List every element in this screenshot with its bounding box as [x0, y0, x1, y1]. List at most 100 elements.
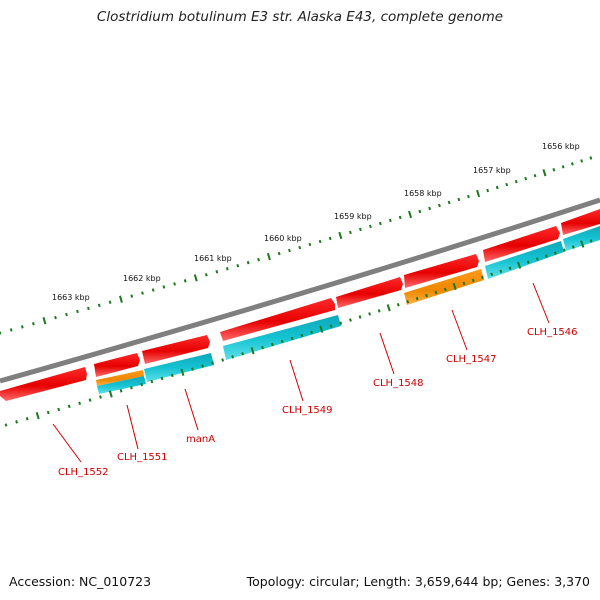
minor-tick	[99, 395, 102, 399]
major-tick	[452, 282, 457, 291]
minor-tick	[486, 188, 490, 193]
scale-label: 1660 kbp	[264, 234, 302, 243]
minor-tick	[257, 257, 260, 262]
gene-label-clh1551: CLH_1551	[117, 452, 168, 463]
scale-label: 1658 kbp	[404, 189, 442, 198]
minor-tick	[221, 358, 225, 362]
minor-tick	[406, 299, 410, 304]
minor-tick	[318, 239, 322, 244]
minor-tick	[88, 398, 92, 402]
minor-tick	[141, 291, 144, 295]
minor-tick	[277, 251, 281, 256]
minor-tick	[25, 417, 29, 421]
minor-tick	[428, 206, 432, 211]
major-tick	[250, 347, 255, 355]
gene-next-arrow	[561, 209, 600, 235]
minor-tick	[589, 239, 593, 243]
minor-tick	[359, 227, 362, 232]
major-tick	[35, 412, 40, 420]
gene-clh1549-arrow	[220, 298, 335, 341]
minor-tick	[46, 410, 50, 415]
minor-tick	[329, 324, 333, 328]
accession-text: Accession: NC_010723	[9, 574, 152, 589]
minor-tick	[310, 330, 314, 335]
minor-tick	[300, 333, 304, 338]
minor-tick	[9, 328, 13, 332]
major-tick	[542, 169, 547, 177]
minor-tick	[438, 203, 441, 208]
minor-tick	[499, 269, 503, 274]
minor-tick	[524, 176, 528, 181]
minor-tick	[261, 345, 264, 350]
minor-tick	[290, 336, 294, 341]
minor-tick	[151, 288, 155, 292]
gene-labels: CLH_1552 CLH_1551 manA CLH_1549 CLH_1548…	[58, 327, 578, 478]
minor-tick	[65, 312, 68, 317]
minor-tick	[562, 248, 566, 252]
major-tick	[408, 210, 413, 219]
minor-tick	[173, 282, 176, 286]
minor-tick	[4, 423, 8, 427]
minor-tick	[571, 245, 575, 249]
minor-tick	[505, 182, 509, 187]
map-title: Clostridium botulinum E3 str. Alaska E43…	[96, 9, 504, 25]
minor-tick	[553, 251, 557, 255]
gene-clh1548-arrow	[336, 277, 403, 308]
minor-tick	[447, 200, 451, 205]
minor-tick	[580, 159, 584, 163]
minor-tick	[349, 230, 352, 235]
minor-tick	[425, 293, 428, 298]
minor-tick	[526, 260, 530, 264]
forward-strand-genes	[0, 209, 600, 401]
minor-tick	[183, 279, 187, 283]
gene-clh1547-arrow	[404, 254, 479, 288]
gene-label-clh1547: CLH_1547	[446, 354, 497, 365]
major-tick	[108, 390, 113, 398]
minor-tick	[191, 367, 194, 371]
leader-clh1549	[289, 359, 304, 402]
minor-tick	[415, 296, 419, 301]
minor-tick	[570, 162, 574, 166]
minor-tick	[57, 407, 61, 412]
leader-clh1551	[126, 404, 139, 450]
gene-clh1546-arrow	[483, 226, 560, 262]
leader-clh1552	[52, 423, 82, 463]
minor-tick	[160, 376, 164, 381]
feature-cyan-next	[563, 226, 600, 251]
minor-tick	[76, 309, 79, 314]
gene-clh1551-arrow	[94, 353, 140, 377]
minor-tick	[533, 173, 537, 178]
major-tick	[193, 274, 198, 282]
minor-tick	[270, 342, 274, 347]
minor-tick	[54, 315, 57, 320]
major-tick	[180, 368, 185, 376]
feature-orange-1551	[96, 370, 144, 386]
minor-tick	[170, 373, 174, 378]
outer-tick-ring	[0, 156, 593, 335]
minor-tick	[495, 185, 499, 190]
gene-label-clh1549: CLH_1549	[282, 405, 333, 416]
gene-label-clh1552: CLH_1552	[58, 467, 109, 478]
minor-tick	[67, 404, 71, 409]
minor-tick	[552, 168, 556, 172]
minor-tick	[246, 260, 250, 265]
leader-clh1546	[532, 282, 550, 324]
minor-tick	[369, 224, 372, 229]
minor-tick	[388, 218, 392, 223]
major-tick	[338, 231, 343, 240]
major-tick	[476, 189, 481, 198]
leader-clh1547	[451, 309, 468, 351]
minor-tick	[398, 215, 402, 220]
minor-tick	[201, 364, 204, 368]
scale-label: 1657 kbp	[473, 166, 511, 175]
minor-tick	[544, 254, 548, 258]
minor-tick	[225, 267, 229, 271]
feature-cyan-1546	[485, 241, 564, 279]
minor-tick	[231, 355, 235, 359]
gene-label-clh1546: CLH_1546	[527, 327, 578, 338]
scale-label: 1661 kbp	[194, 254, 232, 263]
minor-tick	[377, 309, 381, 313]
minor-tick	[119, 389, 123, 393]
minor-tick	[508, 266, 512, 270]
